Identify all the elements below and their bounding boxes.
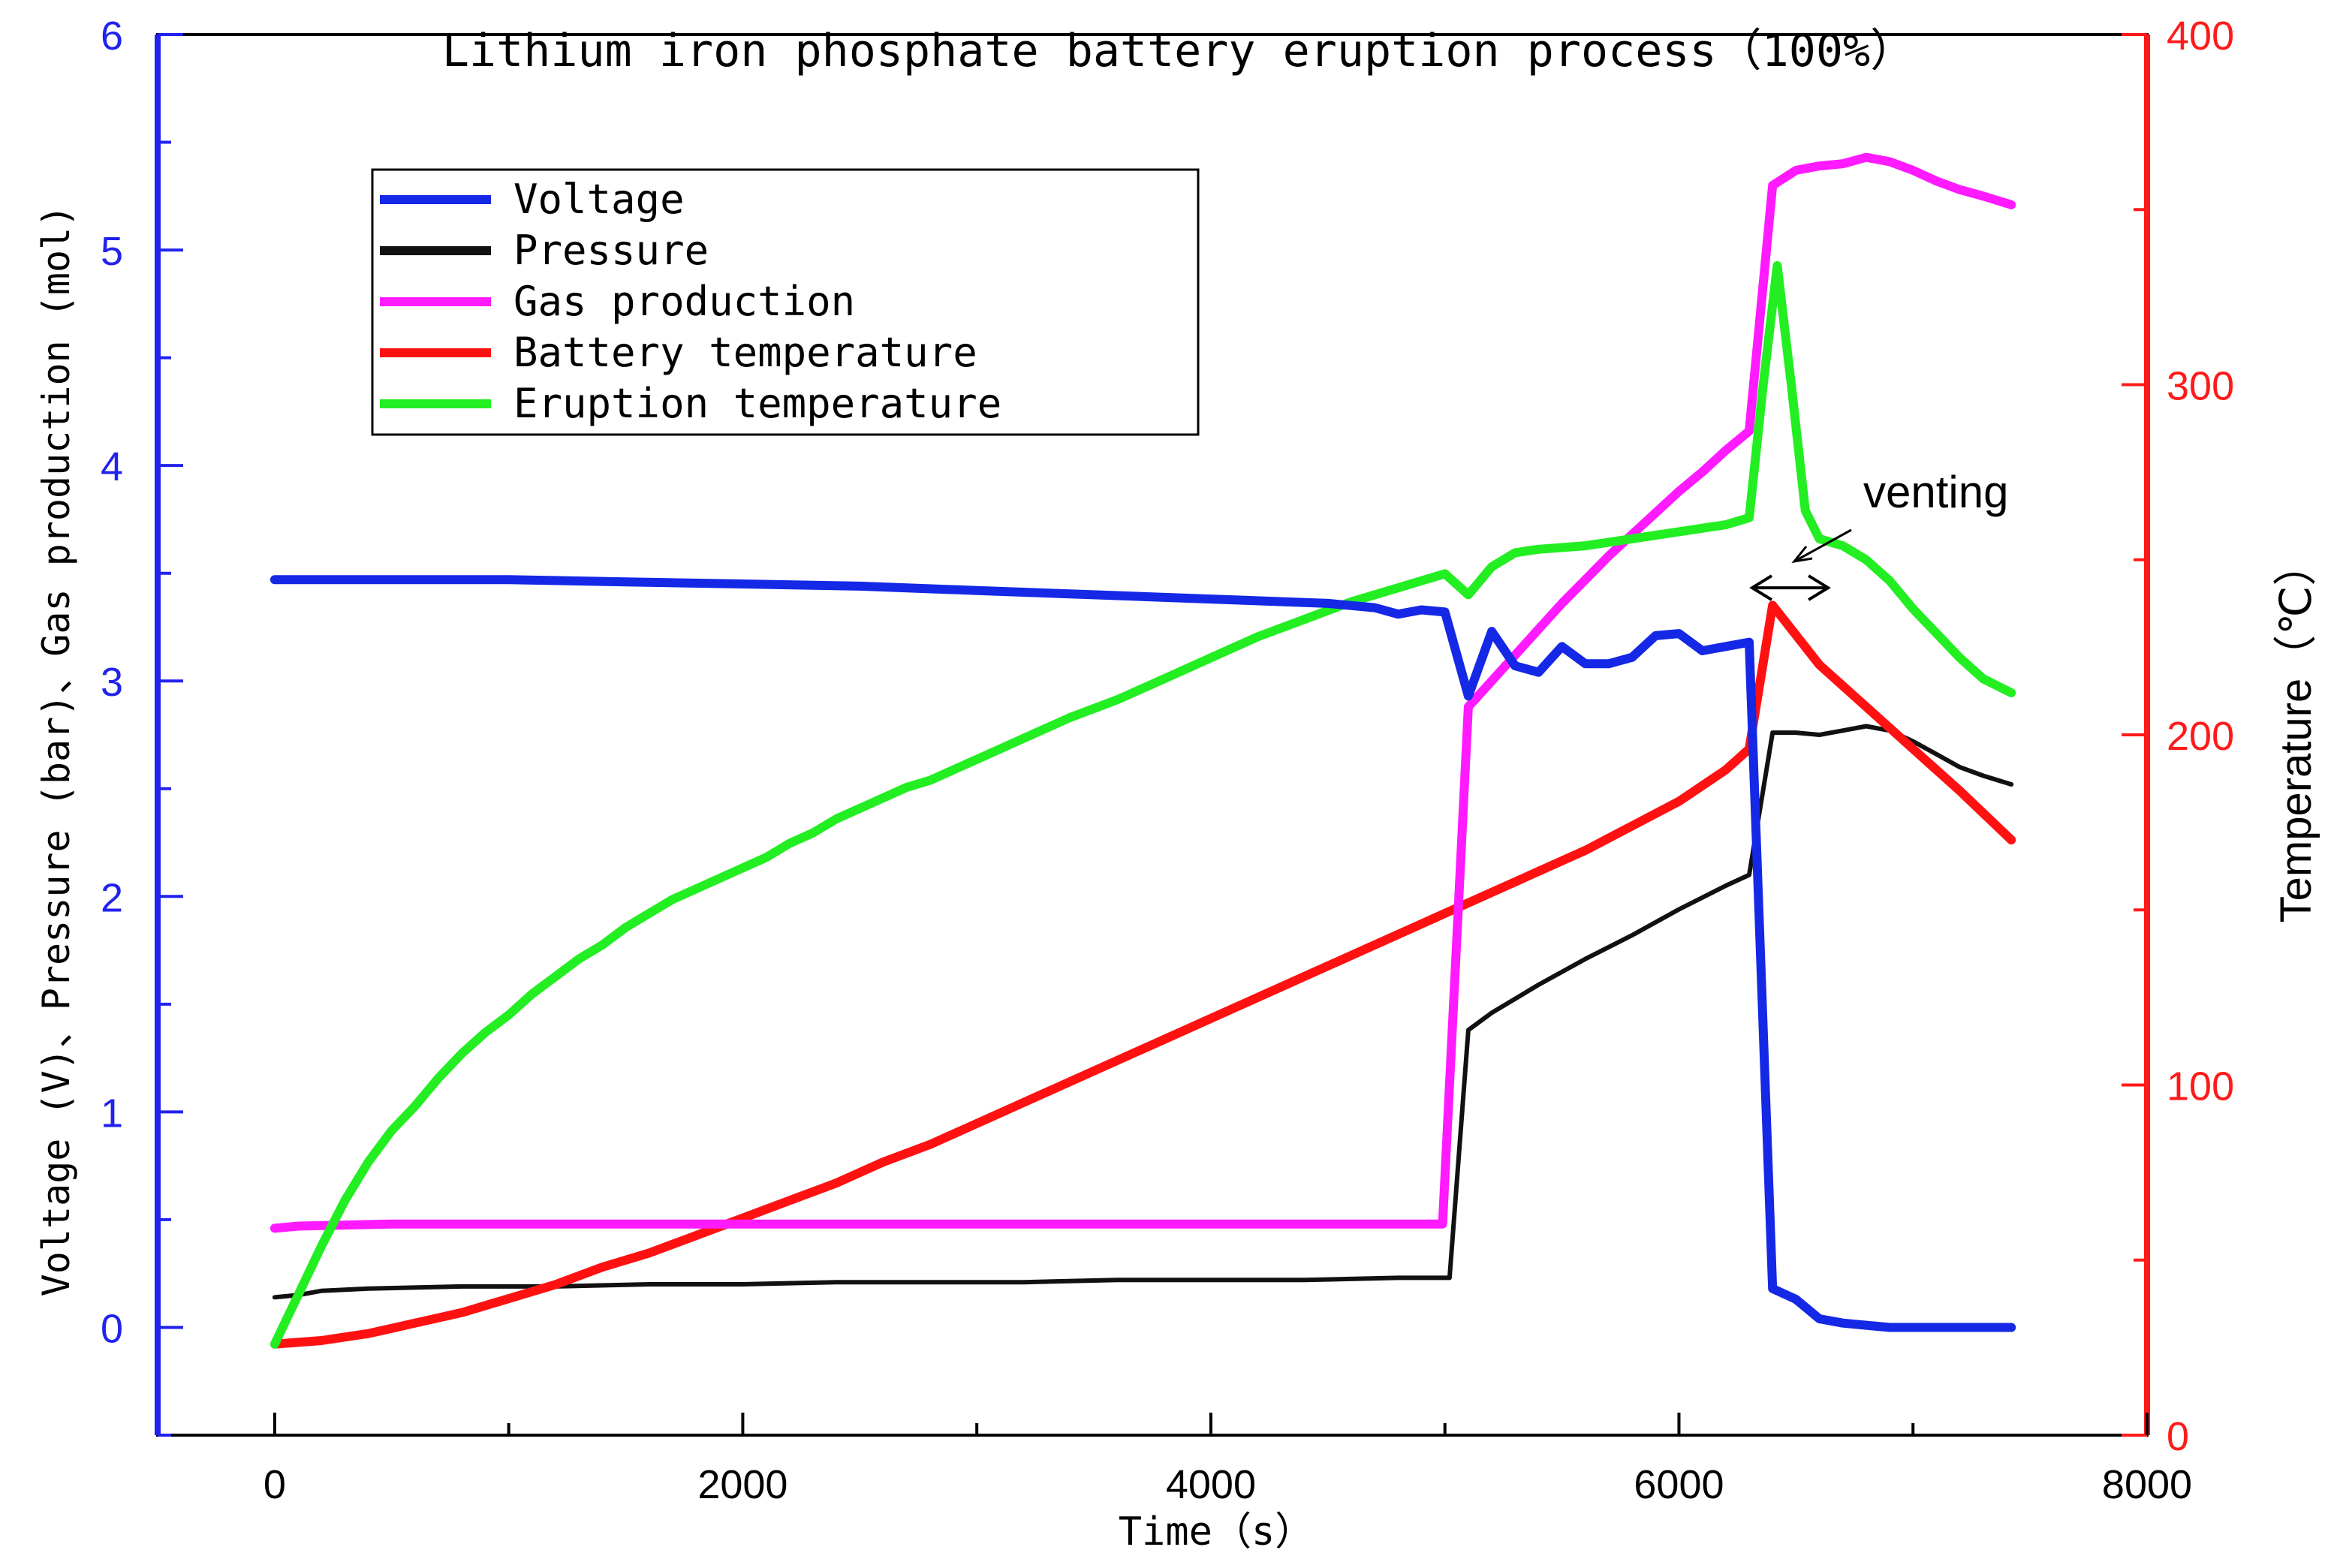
left-tick-label: 3 (101, 660, 123, 705)
right-tick-label: 300 (2167, 364, 2234, 409)
x-tick-label: 0 (264, 1462, 286, 1507)
series-line-gas-production (270, 152, 2016, 1233)
left-tick-label: 5 (101, 229, 123, 274)
left-tick-label: 6 (101, 14, 123, 59)
x-tick-label: 2000 (697, 1462, 788, 1507)
venting-arrowhead-right (1808, 574, 1831, 601)
x-axis: 0 2000 4000 6000 8000 (264, 1413, 2192, 1507)
venting-label: venting (1863, 467, 2008, 517)
x-axis-label: Time（s） (1119, 1509, 1315, 1554)
legend-label-pressure: Pressure (513, 227, 709, 274)
right-axis-label: Temperature（℃） (2272, 543, 2320, 923)
right-tick-label: 400 (2167, 14, 2234, 59)
right-tick-label: 100 (2167, 1064, 2234, 1109)
right-tick-label: 200 (2167, 714, 2234, 759)
left-tick-label: 0 (101, 1306, 123, 1351)
x-tick-label: 8000 (2102, 1462, 2192, 1507)
venting-pointer-head (1791, 546, 1813, 564)
series-line-voltage (270, 575, 2016, 1332)
legend-label-gas-production: Gas production (513, 278, 855, 325)
chart-title: Lithium iron phosphate battery eruption … (442, 25, 1915, 77)
left-axis-label: Voltage (V)、Pressure (bar)、Gas productio… (35, 205, 78, 1297)
legend-label-battery-temperature: Battery temperature (513, 329, 977, 376)
annotation-layer: venting (1749, 467, 2008, 601)
x-tick-label: 6000 (1634, 1462, 1724, 1507)
right-axis: 0 100 200 300 400 (2122, 14, 2234, 1459)
left-tick-label: 4 (101, 444, 123, 489)
series-layer (270, 152, 2016, 1349)
x-tick-label: 4000 (1166, 1462, 1256, 1507)
series-line-battery-temperature (270, 600, 2016, 1349)
series-line-pressure (272, 724, 2014, 1300)
legend-box (371, 168, 1200, 436)
venting-pointer-line (1793, 528, 1852, 563)
series-line-eruption-temperature (270, 260, 2016, 1349)
left-tick-label: 2 (101, 875, 123, 920)
legend-label-eruption-temperature: Eruption temperature (513, 380, 1001, 427)
legend-label-voltage: Voltage (513, 176, 685, 223)
left-axis: 0 1 2 3 4 5 6 (101, 14, 183, 1437)
venting-arrowhead-left (1749, 574, 1773, 601)
left-tick-label: 1 (101, 1091, 123, 1136)
right-tick-label: 0 (2167, 1414, 2189, 1459)
